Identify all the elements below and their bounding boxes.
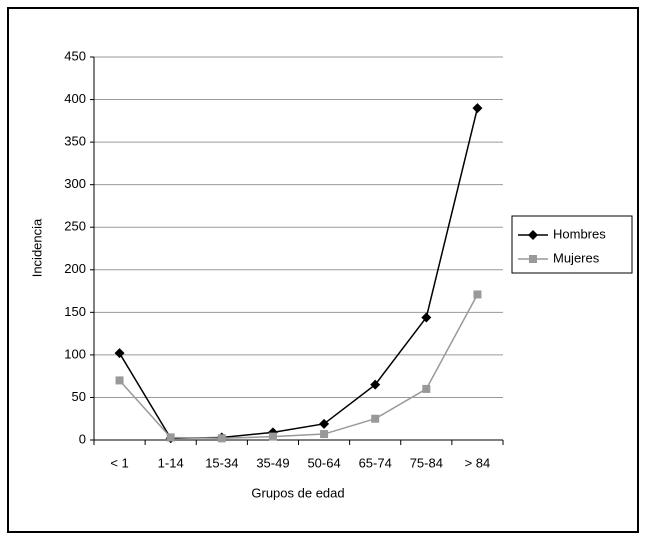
- x-tick-label: 15-34: [205, 455, 238, 470]
- legend-label: Hombres: [553, 226, 606, 241]
- marker: [268, 432, 277, 441]
- marker: [217, 434, 226, 443]
- series-line: [119, 294, 479, 440]
- marker: [473, 290, 482, 299]
- marker: [371, 414, 380, 423]
- x-tick-label: 65-74: [359, 455, 392, 470]
- y-tick-label: 400: [64, 91, 86, 106]
- x-axis-label: Grupos de edad: [251, 485, 344, 500]
- y-tick-label: 250: [64, 219, 86, 234]
- y-tick-label: 150: [64, 304, 86, 319]
- legend-label: Mujeres: [553, 250, 600, 265]
- y-tick-label: 100: [64, 346, 86, 361]
- chart-frame: [7, 7, 639, 533]
- y-tick-label: 450: [64, 48, 86, 63]
- x-tick-label: 1-14: [158, 455, 184, 470]
- marker: [166, 433, 175, 442]
- y-tick-label: 350: [64, 134, 86, 149]
- marker: [319, 418, 330, 429]
- y-axis-label: Incidencia: [29, 218, 44, 277]
- marker: [370, 379, 381, 390]
- x-tick-label: 50-64: [307, 455, 340, 470]
- y-tick-label: 50: [72, 389, 86, 404]
- marker: [115, 376, 124, 385]
- marker: [472, 103, 483, 114]
- y-tick-label: 0: [79, 431, 86, 446]
- y-tick-label: 300: [64, 176, 86, 191]
- marker: [529, 255, 537, 263]
- x-tick-label: 35-49: [256, 455, 289, 470]
- y-tick-label: 200: [64, 261, 86, 276]
- marker: [114, 348, 125, 359]
- marker: [421, 312, 432, 323]
- x-tick-label: 75-84: [410, 455, 443, 470]
- marker: [528, 230, 538, 240]
- x-tick-label: < 1: [110, 455, 128, 470]
- marker: [422, 384, 431, 393]
- marker: [320, 430, 329, 439]
- x-tick-label: > 84: [465, 455, 491, 470]
- legend-box: [511, 215, 633, 274]
